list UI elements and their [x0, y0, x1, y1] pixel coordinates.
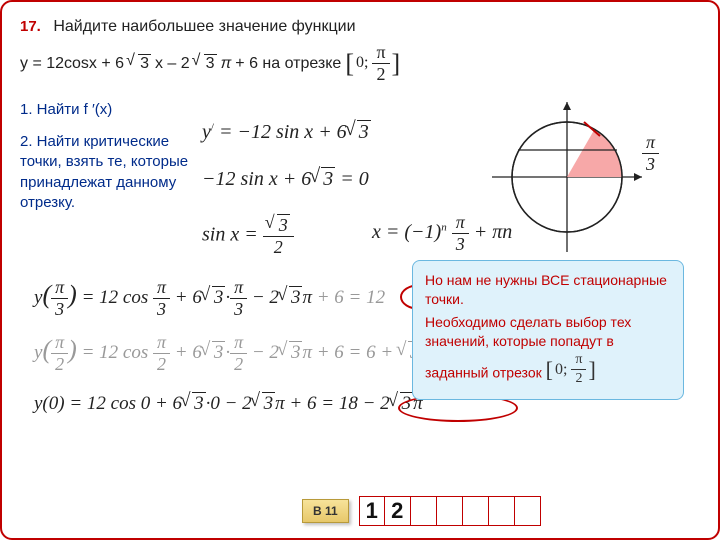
answer-cell[interactable]	[437, 496, 463, 526]
interval: [ 0; π2 ]	[345, 42, 400, 85]
eq-part-2: x – 2	[155, 55, 190, 73]
b11-button[interactable]: В 11	[302, 499, 349, 523]
answer-cell[interactable]: 2	[385, 496, 411, 526]
step-2: 2. Найти критические точки, взять те, ко…	[20, 132, 200, 213]
eq-part-3: + 6 на отрезке	[235, 55, 341, 73]
formula-y-pi3: y(π3) = 12 cos π3 + 63·π3 − 23π + 6 = 12	[34, 277, 385, 320]
formula-sinx: sin x = 32	[202, 214, 294, 258]
sqrt-icon: 3	[194, 54, 217, 73]
answer-cell[interactable]	[463, 496, 489, 526]
problem-number: 17.	[20, 18, 41, 35]
label-pi-over-3: π3	[642, 132, 659, 175]
sqrt-icon: 3	[128, 54, 151, 73]
formula-y-0: y(0) = 12 cos 0 + 63·0 − 23π + 6 = 18 − …	[34, 392, 423, 415]
equation-line: y = 12cosx + 6 3 x – 2 3 π + 6 на отрезк…	[20, 42, 700, 85]
unit-circle-diagram	[482, 92, 652, 262]
formula-eq-zero: −12 sin x + 63 = 0	[202, 167, 369, 191]
answer-cell[interactable]	[411, 496, 437, 526]
callout-note: Но нам не нужны ВСЕ стационарные точки. …	[412, 260, 684, 400]
answer-row: В 11 1 2	[302, 496, 541, 526]
eq-part-1: y = 12cosx + 6	[20, 55, 124, 73]
answer-cells: 1 2	[359, 496, 541, 526]
formula-derivative: y/ = −12 sin x + 63	[202, 120, 371, 144]
answer-cell[interactable]: 1	[359, 496, 385, 526]
callout-line-1: Но нам не нужны ВСЕ стационарные точки.	[425, 271, 671, 309]
answer-cell[interactable]	[489, 496, 515, 526]
problem-title: Найдите наибольшее значение функции	[53, 18, 355, 35]
callout-line-2: Необходимо сделать выбор тех значений, к…	[425, 314, 631, 380]
formula-y-pi2: y(π2) = 12 cos π2 + 63·π2 − 23π + 6 = 6 …	[34, 332, 431, 375]
eq-pi: π	[221, 55, 232, 73]
answer-cell[interactable]	[515, 496, 541, 526]
